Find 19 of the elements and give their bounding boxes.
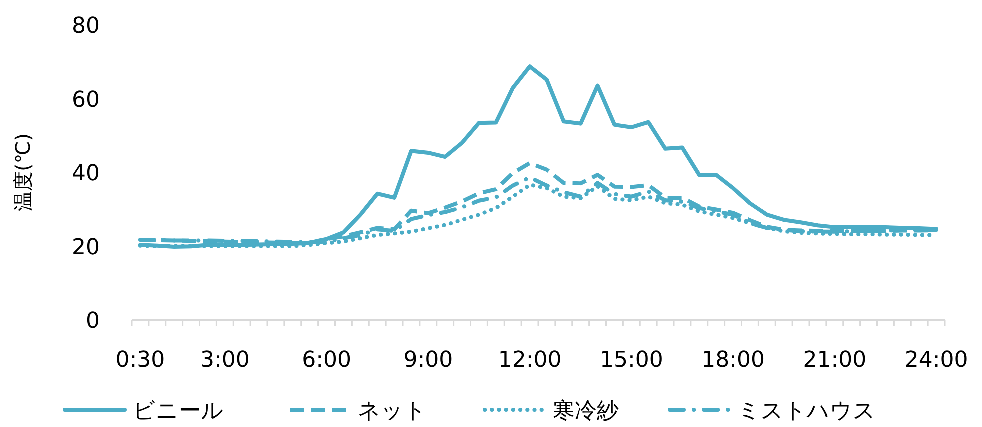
y-tick-label: 20 [72,235,100,260]
x-tick-label: 6:00 [302,348,352,373]
legend-label: ネット [358,399,427,424]
x-tick-label: 15:00 [600,348,664,373]
x-tick-label: 18:00 [702,348,765,373]
x-tick-label: 21:00 [803,348,867,373]
legend-label: 寒冷紗 [553,399,619,424]
y-tick-label: 0 [86,309,100,334]
y-axis-title: 温度(℃) [11,133,35,212]
x-tick-label: 9:00 [404,348,454,373]
x-tick-label: 24:00 [904,348,968,373]
legend-label: ミストハウス [738,399,876,424]
x-tick-label: 3:00 [200,348,250,373]
y-tick-label: 60 [72,88,100,113]
x-tick-label: 12:00 [498,348,562,373]
x-tick-label: 0:30 [116,348,166,373]
legend-label: ビニール [133,399,224,424]
y-tick-label: 80 [72,14,100,39]
y-tick-label: 40 [72,162,100,186]
